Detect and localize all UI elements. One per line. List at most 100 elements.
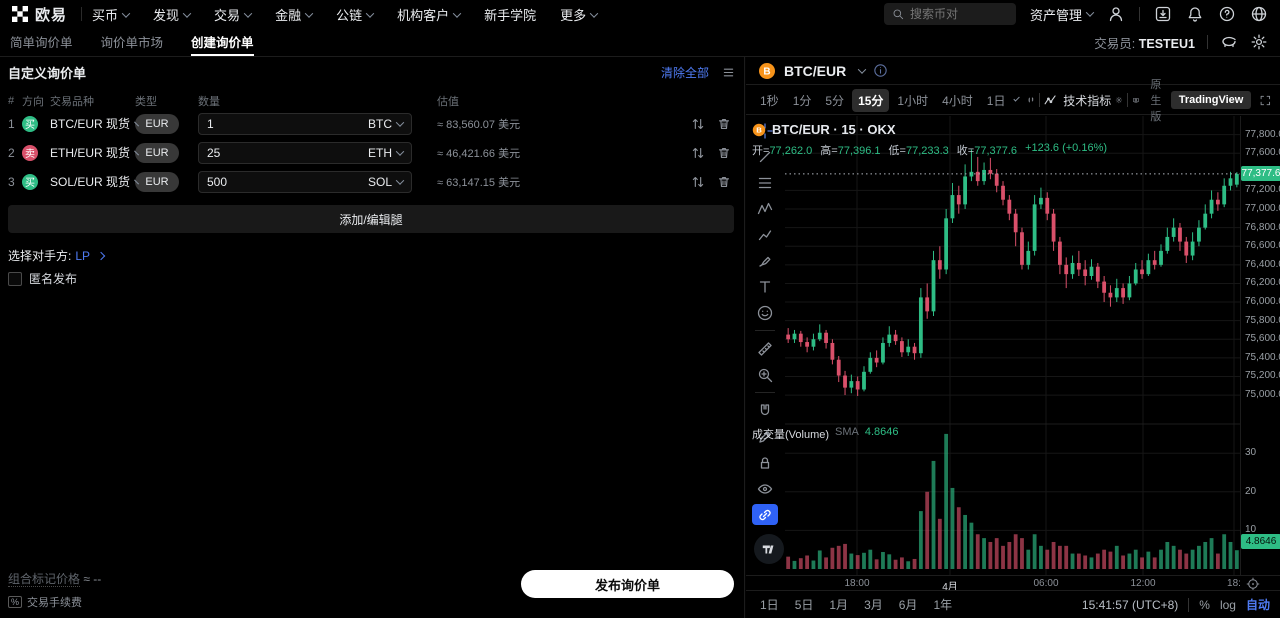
nav-item-更多[interactable]: 更多 [560,5,599,24]
profile-icon[interactable] [1107,5,1125,23]
link-tool-icon[interactable] [752,504,778,525]
price-axis[interactable]: 77,800.0 77,600.0 77,200.0 77,000.0 76,800.0… [1240,116,1280,575]
download-app-icon[interactable] [1154,5,1172,23]
nav-item-公链[interactable]: 公链 [336,5,375,24]
search-box[interactable] [883,3,1016,25]
info-icon[interactable] [873,63,888,78]
range-5日[interactable]: 5日 [794,598,814,612]
candle-style-icon[interactable] [1027,92,1035,108]
unit-selector[interactable]: ETH [368,146,405,160]
camera-icon[interactable] [1132,92,1140,108]
delete-leg-icon[interactable] [716,116,732,132]
text-tool-icon[interactable] [752,276,778,297]
range-6月[interactable]: 6月 [898,598,918,612]
auto-scale-button[interactable]: 自动 [1245,598,1270,612]
trendline-tool-icon[interactable] [752,146,778,167]
language-icon[interactable] [1250,5,1268,23]
delete-leg-icon[interactable] [716,174,732,190]
log-scale-button[interactable]: log [1219,597,1236,612]
delete-leg-icon[interactable] [716,145,732,161]
time-axis[interactable]: 18:00 4月 06:00 12:00 18: [746,575,1280,593]
timeframe-4小时[interactable]: 4小时 [942,93,973,108]
swap-side-icon[interactable] [690,145,706,161]
leg-index: 1 [8,116,15,131]
amount-input[interactable] [207,174,368,189]
chevron-down-icon[interactable] [1013,95,1021,102]
tradingview-option[interactable]: TradingView [1170,91,1252,109]
timeframe-15分[interactable]: 15分 [852,88,890,112]
currency-pill[interactable]: EUR [135,113,179,134]
counterparty-link[interactable]: LP [75,248,91,263]
zoom-tool-icon[interactable] [752,364,778,385]
amount-field: ETH [198,141,412,164]
search-input[interactable] [909,7,1000,21]
emoji-tool-icon[interactable] [752,302,778,323]
tab-创建询价单[interactable]: 创建询价单 [191,28,254,56]
amount-input[interactable] [207,116,368,131]
amount-input[interactable] [207,145,368,160]
swap-side-icon[interactable] [690,116,706,132]
nav-item-新手学院[interactable]: 新手学院 [484,7,537,23]
range-1年[interactable]: 1年 [933,598,953,612]
top-nav: 欧易 买币 发现 交易 金融 公链 机构客户 新手学院 更多 资产管理 [0,0,1280,28]
ruler-tool-icon[interactable] [752,338,778,359]
range-1月[interactable]: 1月 [829,598,849,612]
timeframe-1秒[interactable]: 1秒 [760,93,779,108]
fullscreen-icon[interactable] [1259,93,1272,108]
assets-menu[interactable]: 资产管理 [1030,5,1095,24]
anonymous-checkbox[interactable] [8,271,22,286]
magnet-tool-icon[interactable] [752,400,778,421]
timeframe-1日[interactable]: 1日 [986,93,1006,108]
draw-tool-icon[interactable] [752,426,778,447]
indicators-button[interactable]: 技术指标 [1043,92,1111,109]
unit-selector[interactable]: SOL [368,175,405,189]
okx-logo[interactable]: 欧易 [0,4,81,25]
native-version-option[interactable]: 原生版 [1150,79,1162,123]
instrument-selector[interactable]: ETH/EUR 现货 [50,144,139,161]
nav-item-金融[interactable]: 金融 [275,5,314,24]
publish-rfq-button[interactable]: 发布询价单 [521,570,734,598]
tab-简单询价单[interactable]: 简单询价单 [10,35,73,50]
add-edit-leg-button[interactable]: 添加/编辑腿 [8,205,734,233]
crosshair-tool-icon[interactable] [752,120,778,141]
forecast-tool-icon[interactable] [752,224,778,245]
fib-tool-icon[interactable] [752,172,778,193]
unit-selector[interactable]: BTC [368,117,405,131]
brush-tool-icon[interactable] [752,250,778,271]
col-type: 类型 [135,96,157,108]
nav-item-交易[interactable]: 交易 [214,5,253,24]
tab-询价单市场[interactable]: 询价单市场 [100,35,164,50]
rfq-board-icon[interactable] [1220,33,1238,51]
timeframe-1小时[interactable]: 1小时 [897,93,929,108]
instrument-selector[interactable]: SOL/EUR 现货 [50,173,140,190]
range-1日[interactable]: 1日 [760,598,779,612]
clear-all-link[interactable]: 清除全部 [660,65,709,80]
settings-icon[interactable] [1250,33,1268,51]
nav-item-买币[interactable]: 买币 [92,5,131,24]
currency-pill[interactable]: EUR [135,142,179,163]
lock-tool-icon[interactable] [752,452,778,473]
eye-tool-icon[interactable] [752,478,778,499]
nav-item-发现[interactable]: 发现 [153,5,192,24]
percent-scale-button[interactable]: % [1199,597,1210,612]
swap-side-icon[interactable] [690,174,706,190]
chevron-down-icon [395,146,405,156]
timeframe-5分[interactable]: 5分 [825,93,845,108]
range-3月[interactable]: 3月 [864,598,883,612]
panel-menu-icon[interactable] [721,65,736,80]
price-chart[interactable] [785,116,1240,575]
chevron-down-icon [452,8,462,18]
help-icon[interactable] [1218,5,1236,23]
chart-settings-icon[interactable] [1115,92,1123,108]
time-tick: 06:00 [1033,578,1059,589]
nav-item-机构客户[interactable]: 机构客户 [397,5,462,24]
pattern-tool-icon[interactable] [752,198,778,219]
price-tick: 76,600.0 [1245,240,1280,252]
currency-pill[interactable]: EUR [135,171,179,192]
notifications-icon[interactable] [1186,5,1204,23]
go-to-realtime-icon[interactable] [1246,577,1260,591]
instrument-selector[interactable]: BTC/EUR 现货 [50,115,139,132]
timeframe-1分[interactable]: 1分 [792,93,812,108]
instrument-name[interactable]: BTC/EUR [784,62,847,79]
